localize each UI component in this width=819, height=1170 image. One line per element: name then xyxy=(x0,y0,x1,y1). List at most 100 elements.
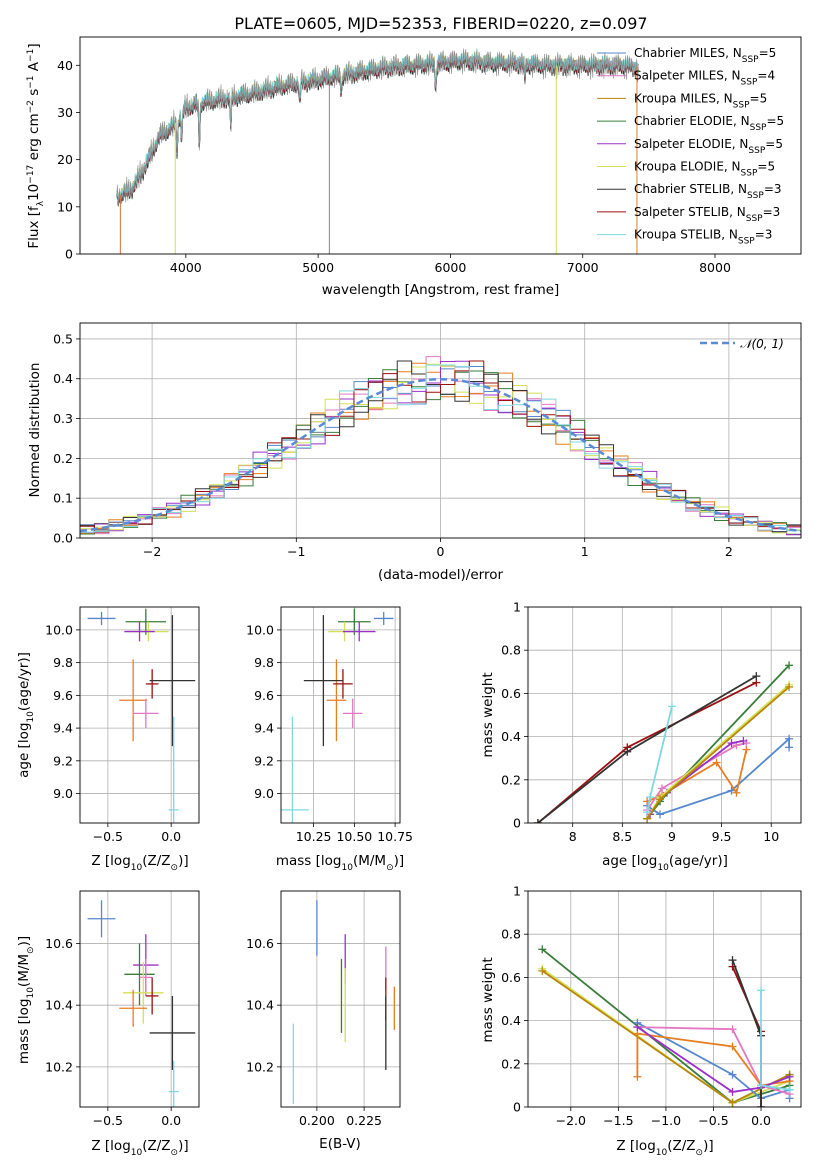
errorbar-point xyxy=(326,659,347,742)
y-tick-label: 0.0 xyxy=(53,531,73,546)
x-tick-label: 10.75 xyxy=(377,829,413,844)
y-tick-label: 10 xyxy=(57,199,73,214)
errorbar-point xyxy=(124,943,155,1006)
y-axis-label: mass weight xyxy=(480,957,496,1042)
x-tick-label: 10.50 xyxy=(336,829,372,844)
mass_weight_vs_Z-frame xyxy=(527,890,802,1108)
errorbar-point xyxy=(373,611,394,625)
mass_vs_EBV-frame xyxy=(280,890,401,1108)
y-tick-label: 0.2 xyxy=(501,1056,521,1071)
x-axis-label: (data-model)/error xyxy=(378,567,504,583)
residuals-axes: −2 −1 0 1 2 0.0 0.1 0.2 0.3 0.4 0.5 𝒩(0, 1) (data-mo… xyxy=(27,322,802,583)
legend-label: Salpeter ELODIE, NSSP=5 xyxy=(634,137,783,156)
y-tick-label: 10.6 xyxy=(45,936,73,951)
x-tick-label: 4000 xyxy=(170,260,202,275)
series-line xyxy=(731,959,762,1107)
series-line xyxy=(646,736,790,816)
y-tick-label: 10.2 xyxy=(246,1059,274,1074)
mass-weight-series xyxy=(757,986,794,1094)
x-tick-label: 5000 xyxy=(302,260,334,275)
series-line xyxy=(637,1026,790,1095)
errorbar-point xyxy=(125,608,167,635)
y-tick-label: 10.6 xyxy=(246,936,274,951)
data-spectrum-line xyxy=(116,48,639,207)
y-tick-label: 9.8 xyxy=(53,655,73,670)
x-axis-label: Z [log10(Z/Z⊙)] xyxy=(91,853,188,873)
x-tick-label: 9 xyxy=(668,829,676,844)
errorbar-point xyxy=(281,716,309,823)
errorbar-point xyxy=(139,958,153,996)
y-axis-label: mass weight xyxy=(480,672,496,757)
y-tick-label: 0.8 xyxy=(501,643,521,658)
y-tick-label: 0.4 xyxy=(501,1013,521,1028)
residual-histogram-series xyxy=(80,364,801,533)
x-tick-label: −0.5 xyxy=(93,1113,123,1128)
model-series-line xyxy=(116,55,639,206)
spectrum-axes: 4000 5000 6000 7000 8000 0 10 20 30 40 Chabrier MI… xyxy=(26,36,802,298)
x-tick-label: 0.200 xyxy=(299,1113,335,1128)
age_vs_Z-frame xyxy=(79,606,200,824)
legend-label: Chabrier MILES, NSSP=5 xyxy=(634,46,776,65)
spectrum-frame xyxy=(79,36,802,255)
x-tick-label: −1.0 xyxy=(651,1113,681,1128)
model-series-line xyxy=(116,54,639,206)
x-tick-label: 0 xyxy=(437,544,445,559)
errorbar-point xyxy=(168,1060,179,1107)
mass_weight_vs_age-axes: 8 8.5 9 9.5 10 0 0.2 0.4 0.6 0.8 1 mass weight age [… xyxy=(480,600,802,873)
series-line xyxy=(760,990,790,1091)
x-tick-label: 8 xyxy=(569,829,577,844)
y-tick-label: 0.8 xyxy=(501,927,521,942)
errorbar-point xyxy=(87,611,116,625)
y-tick-label: 9.6 xyxy=(254,688,274,703)
spectrum-title: PLATE=0605, MJD=52353, FIBERID=0220, z=0… xyxy=(234,14,647,33)
y-tick-label: 1 xyxy=(513,600,521,615)
x-tick-label: 10 xyxy=(763,829,779,844)
x-tick-label: 0.0 xyxy=(161,1113,181,1128)
legend-label: 𝒩(0, 1) xyxy=(740,337,784,351)
residuals-frame xyxy=(79,322,802,539)
x-axis-label: mass [log10(M/M⊙)] xyxy=(276,853,404,873)
y-tick-label: 10.0 xyxy=(246,622,274,637)
errorbar-point xyxy=(87,900,116,938)
x-tick-label: −0.5 xyxy=(93,829,123,844)
y-tick-label: 9.0 xyxy=(254,786,274,801)
mass_weight_vs_age-plot-area xyxy=(528,607,801,823)
errorbar-point xyxy=(149,615,196,747)
age_vs_mass-plot-area xyxy=(281,607,400,823)
y-tick-label: 10.2 xyxy=(45,1059,73,1074)
x-tick-label: 1 xyxy=(581,544,589,559)
age_vs_mass-axes: 10.25 10.50 10.75 9.0 9.2 9.4 9.6 9.8 10.0 mass [… xyxy=(246,606,413,873)
spectrum-plot-area xyxy=(116,48,639,254)
mass_vs_Z-plot-area xyxy=(80,891,199,1107)
x-tick-label: −1 xyxy=(287,544,305,559)
x-tick-label: −0.5 xyxy=(698,1113,728,1128)
x-tick-label: 8.5 xyxy=(612,829,632,844)
errorbar-point xyxy=(342,621,376,642)
model-series-line xyxy=(116,54,639,206)
y-tick-label: 0.6 xyxy=(501,970,521,985)
x-tick-label: 0.0 xyxy=(751,1113,771,1128)
legend-label: Kroupa ELODIE, NSSP=5 xyxy=(634,160,775,179)
y-tick-label: 10.0 xyxy=(45,622,73,637)
x-axis-label: E(B-V) xyxy=(319,1136,361,1152)
y-tick-label: 0.4 xyxy=(501,729,521,744)
series-line xyxy=(646,742,747,811)
series-line xyxy=(636,1026,790,1093)
y-tick-label: 0.2 xyxy=(53,451,73,466)
y-tick-label: 40 xyxy=(57,58,73,73)
y-tick-label: 10.4 xyxy=(246,998,274,1013)
y-tick-label: 1 xyxy=(513,884,521,899)
mass_vs_Z-axes: −0.5 0.0 10.2 10.4 10.6 Z [log10(Z/Z⊙)] mass [… xyxy=(16,890,200,1158)
y-tick-label: 9.4 xyxy=(53,721,73,736)
mass_weight_vs_Z-axes: −2.0 −1.5 −1.0 −0.5 0.0 0 0.2 0.4 0.6 0.8 1 mass we… xyxy=(480,884,802,1158)
x-axis-label: Z [log10(Z/Z⊙)] xyxy=(91,1138,188,1158)
y-tick-label: 0.2 xyxy=(501,772,521,787)
x-tick-label: 2 xyxy=(725,544,733,559)
mass-weight-series xyxy=(643,661,794,823)
x-tick-label: 8000 xyxy=(699,260,731,275)
y-tick-label: 0.3 xyxy=(53,411,73,426)
errorbar-point xyxy=(149,995,196,1070)
gaussian-reference-curve xyxy=(80,377,801,533)
y-tick-label: 30 xyxy=(57,105,73,120)
legend-label: Kroupa STELIB, NSSP=3 xyxy=(634,228,772,247)
